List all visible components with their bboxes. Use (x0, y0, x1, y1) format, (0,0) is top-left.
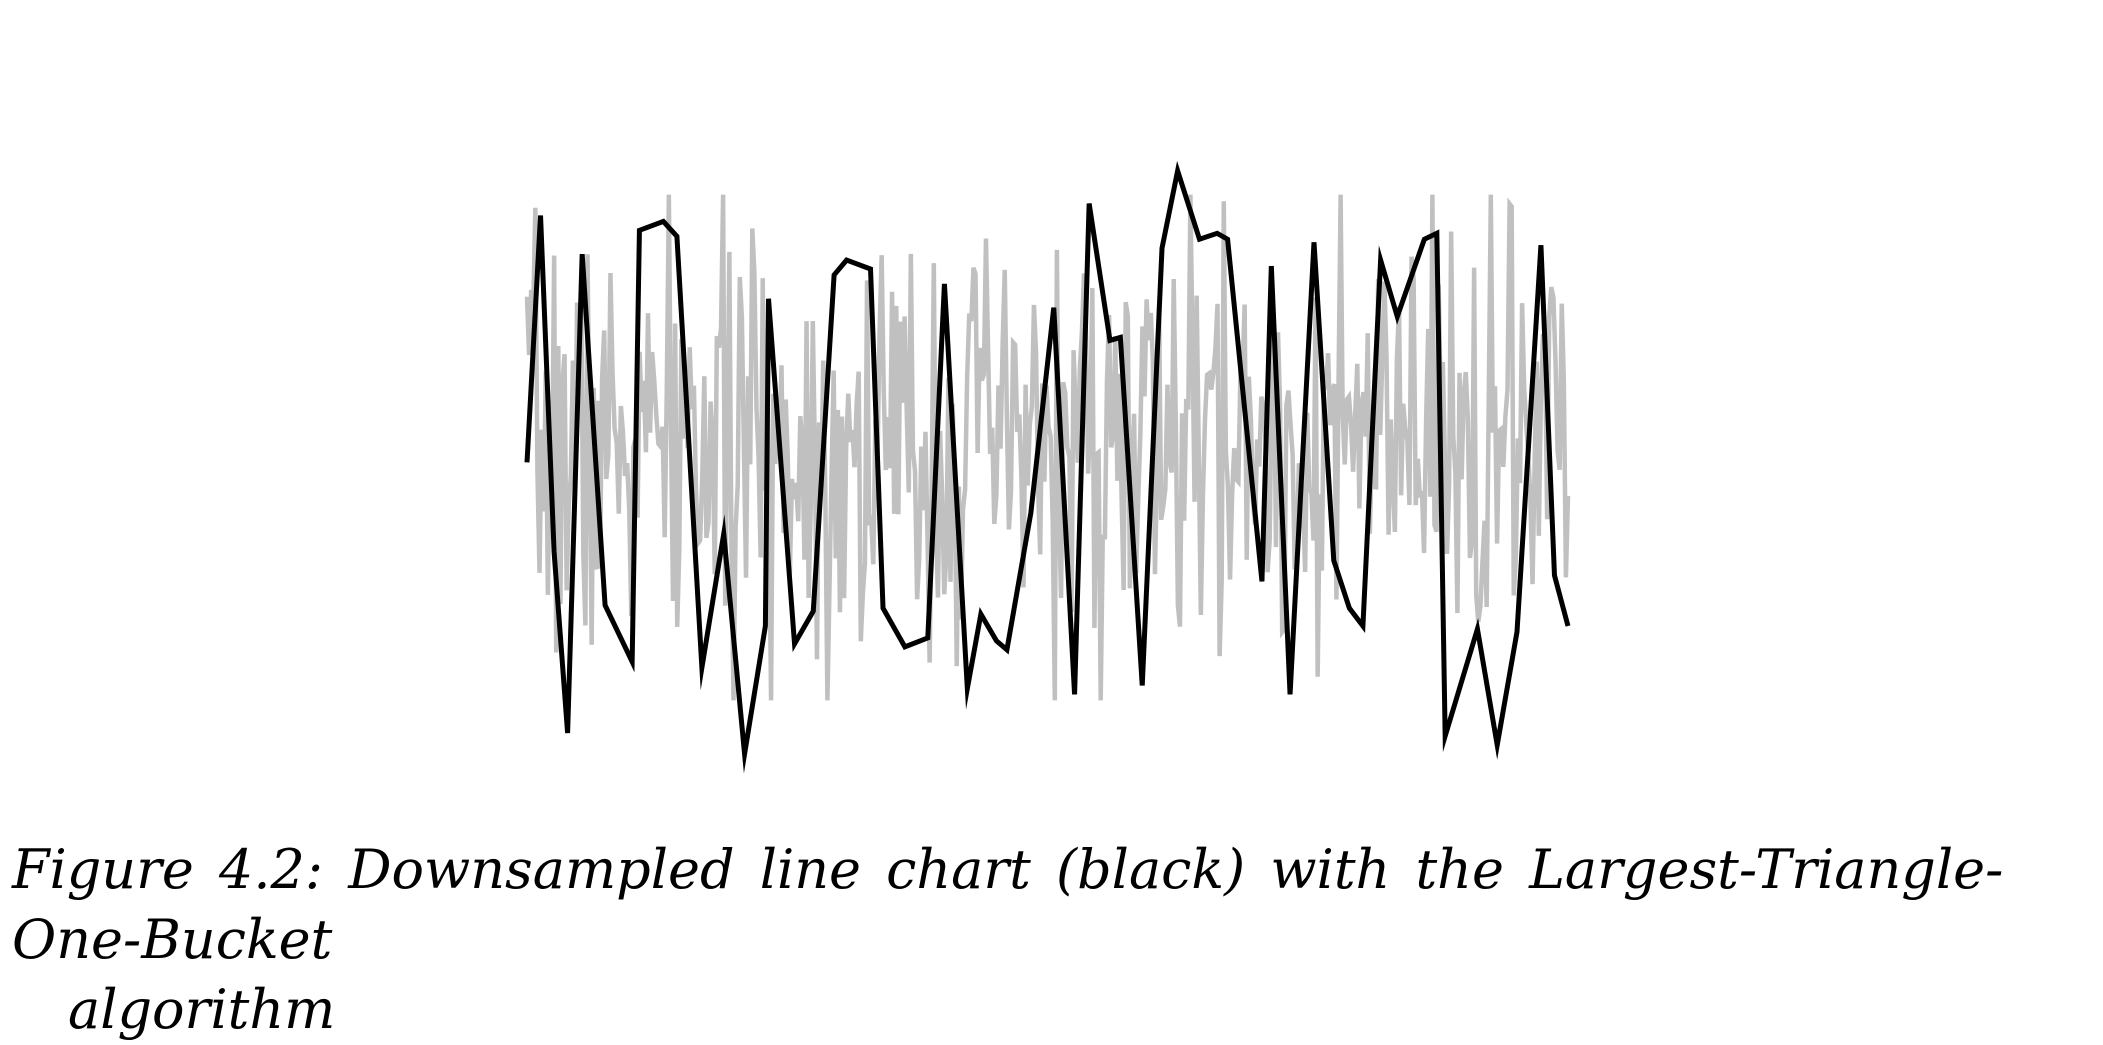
downsampled-series-line (524, 160, 1571, 774)
original-series-layer (524, 194, 1571, 701)
downsampled-point-55 (1539, 243, 1543, 247)
downsampled-point-11 (722, 532, 726, 536)
line-chart (524, 160, 1571, 774)
downsampled-point-16 (811, 609, 815, 613)
downsampled-point-10 (700, 666, 704, 670)
downsampled-point-8 (661, 219, 665, 223)
downsampled-point-15 (793, 642, 797, 646)
downsampled-point-31 (1087, 202, 1091, 206)
downsampled-point-47 (1379, 258, 1383, 262)
downsampled-point-7 (637, 228, 641, 232)
downsampled-point-38 (1215, 231, 1219, 235)
downsampled-point-23 (942, 282, 946, 286)
figure-caption: Figure 4.2: Downsampled line chart (blac… (12, 835, 2097, 1045)
downsampled-point-0 (525, 460, 529, 464)
downsampled-point-30 (1073, 692, 1077, 696)
downsampled-point-52 (1475, 627, 1479, 631)
downsampled-point-21 (903, 645, 907, 649)
downsampled-point-44 (1332, 559, 1336, 563)
downsampled-point-28 (1029, 511, 1033, 515)
downsampled-point-20 (881, 606, 885, 610)
downsampled-point-43 (1312, 240, 1316, 244)
downsampled-point-27 (1005, 648, 1009, 652)
downsampled-point-13 (763, 624, 767, 628)
downsampled-point-48 (1395, 315, 1399, 319)
downsampled-point-5 (603, 603, 607, 607)
downsampled-point-40 (1260, 579, 1264, 583)
downsampled-point-1 (539, 213, 543, 217)
downsampled-point-50 (1435, 231, 1439, 235)
downsampled-point-18 (845, 258, 849, 262)
downsampled-point-32 (1108, 338, 1112, 342)
downsampled-point-53 (1495, 743, 1499, 747)
downsampled-point-12 (743, 752, 747, 756)
downsampled-point-19 (869, 267, 873, 271)
downsampled-point-24 (965, 686, 969, 690)
downsampled-point-35 (1160, 246, 1164, 250)
downsampled-point-49 (1422, 237, 1426, 241)
downsampled-point-42 (1288, 692, 1292, 696)
caption-line-2: algorithm (68, 978, 336, 1041)
figure: Figure 4.2: Downsampled line chart (blac… (12, 160, 2003, 1041)
downsampled-point-51 (1443, 734, 1447, 738)
downsampled-point-4 (580, 252, 584, 256)
downsampled-point-45 (1347, 606, 1351, 610)
downsampled-point-34 (1140, 684, 1144, 688)
caption-line-1: Figure 4.2: Downsampled line chart (blac… (12, 838, 2004, 971)
downsampled-point-22 (926, 636, 930, 640)
downsampled-point-26 (994, 639, 998, 643)
downsampled-point-29 (1052, 306, 1056, 310)
original-series-line (524, 194, 1571, 701)
downsampled-point-57 (1566, 624, 1570, 628)
downsampled-point-36 (1176, 169, 1180, 173)
downsampled-point-46 (1361, 624, 1365, 628)
downsampled-point-17 (832, 273, 836, 277)
downsampled-point-9 (675, 234, 679, 238)
downsampled-point-6 (630, 660, 634, 664)
downsampled-point-3 (566, 731, 570, 735)
downsampled-point-37 (1197, 237, 1201, 241)
downsampled-point-14 (767, 297, 771, 301)
downsampled-point-25 (979, 612, 983, 616)
downsampled-point-54 (1515, 630, 1519, 634)
downsampled-series-layer (524, 160, 1571, 774)
downsampled-point-39 (1226, 237, 1230, 241)
downsampled-point-56 (1552, 573, 1556, 577)
downsampled-point-33 (1118, 335, 1122, 339)
downsampled-point-41 (1269, 264, 1273, 268)
downsampled-point-2 (552, 550, 556, 554)
